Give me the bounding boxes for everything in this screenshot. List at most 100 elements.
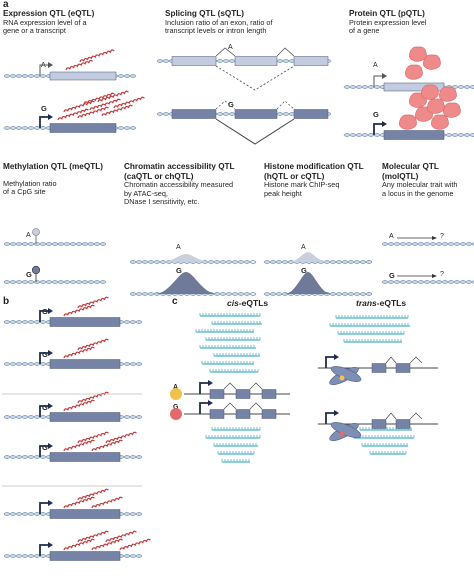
sqtl-g-exon3 (293, 109, 329, 119)
molqtl-desc-line2: a locus in the genome (382, 188, 454, 198)
b-row-3-rna-2 (91, 439, 123, 452)
trans-gene-1-tss-shaft (325, 412, 335, 424)
trans-gene-1-exon1 (371, 419, 387, 429)
eqtl-text: Expression QTL (eQTL) RNA expression lev… (3, 9, 94, 36)
b-row-3-rna-3 (105, 431, 137, 444)
caqtl-desc-line1: Chromatin accessibility measured (124, 180, 234, 189)
meqtl-g-methyl (31, 265, 41, 275)
trans-gene-1-exon2 (395, 419, 411, 429)
meqtl-allele-g: G (26, 270, 32, 279)
b-row-1-gene (49, 359, 121, 369)
cis-allele-a-label: A (173, 384, 179, 391)
hqtl-title-line2: (hQTL or cQTL) (264, 171, 325, 181)
cis-gene-1-tss-head (208, 400, 213, 406)
panel-c-label: c (172, 296, 178, 307)
sqtl-g-exon1 (171, 109, 217, 119)
cis-gene-1-exon2 (235, 409, 251, 419)
eqtl-g-rna-1 (63, 100, 95, 113)
pqtl-title: Protein QTL (pQTL) (349, 9, 425, 18)
pqtl-g-gene (383, 130, 445, 140)
molqtl-desc-line1: Any molecular trait with (382, 180, 458, 189)
b-row-1-tss-head (48, 350, 53, 356)
cis-allele-a-marker (170, 388, 182, 400)
b-row-0-tss-head (48, 308, 53, 314)
b-row-5-gene (49, 551, 121, 561)
sqtl-a-skip (215, 65, 295, 91)
trans-allele-1-marker (339, 431, 345, 437)
eqtl-a-tss-shaft (39, 64, 49, 76)
b-allele-g-4: G (42, 443, 48, 452)
b-row-4-tss-head (48, 500, 53, 506)
cis-allele-g-marker (170, 408, 182, 420)
pqtl-g-protein-7 (439, 86, 457, 102)
cis-gene-0-splice1 (223, 382, 237, 390)
pqtl-text: Protein QTL (pQTL) Protein expression le… (349, 9, 426, 36)
eqtl-a-rna-2 (79, 49, 115, 63)
eqtl-a-gene (49, 71, 117, 81)
hqtl-text: Histone modification QTL (hQTL or cQTL) … (264, 162, 364, 198)
hqtl-allele-g: G (301, 266, 307, 275)
cis-gene-0-tss-shaft (199, 382, 209, 394)
caqtl-g-peak (154, 272, 218, 294)
trans-gene-1-splice (385, 412, 397, 420)
hqtl-allele-a: A (301, 244, 306, 251)
pqtl-g-protein-5 (443, 102, 461, 118)
meqtl-text: Methylation QTL (meQTL) Methylation rati… (3, 162, 103, 197)
molqtl-g-arrowhead (432, 274, 437, 278)
b-allele-g-3: G (42, 403, 48, 412)
pqtl-a-protein-2 (423, 54, 441, 70)
sqtl-g-exon2 (234, 109, 278, 119)
cis-suffix: -eQTLs (238, 298, 269, 308)
cis-gene-0-exon3 (261, 389, 277, 399)
hqtl-desc-line2: peak height (264, 188, 302, 198)
eqtl-title: Expression QTL (eQTL) (3, 9, 95, 18)
trans-gene-0-splice2 (409, 356, 423, 364)
hqtl-a-peak (288, 252, 328, 262)
hqtl-a-dna-strand2 (263, 261, 373, 264)
sqtl-g-skip (215, 118, 295, 145)
eqtl-g-gene (49, 123, 117, 133)
cis-gene-0-exon2 (235, 389, 251, 399)
b-row-1-tss-shaft (39, 352, 49, 364)
meqtl-a-methyl (32, 228, 40, 236)
caqtl-allele-g: G (176, 266, 182, 275)
eqtl-g-rna-7 (83, 92, 115, 105)
b-row-5-rna-2 (91, 538, 123, 551)
pqtl-desc-line2: of a gene (349, 26, 380, 36)
pqtl-allele-a: A (373, 62, 378, 69)
sqtl-title: Splicing QTL (sQTL) (165, 9, 244, 18)
meqtl-title: Methylation QTL (meQTL) (3, 162, 103, 171)
meqtl-desc-line1: Methylation ratio (3, 178, 57, 188)
molqtl-allele-a: A (389, 233, 394, 240)
eqtl-allele-g: G (41, 104, 47, 113)
pqtl-g-tss-shaft (373, 123, 383, 135)
b-row-4-rna-2 (91, 496, 123, 509)
panel-b-label: b (3, 296, 10, 307)
b-row-1-rna-0 (63, 346, 95, 359)
eqtl-g-rna-0 (57, 108, 89, 121)
eqtl-a-rna-1 (65, 59, 94, 71)
b-row-0-gene (49, 317, 121, 327)
cis-gene-1-splice2 (249, 402, 263, 410)
cis-prefix: cis (227, 298, 239, 308)
b-row-3-gene (49, 452, 121, 462)
hqtl-desc-line1: Histone mark ChIP-seq (264, 180, 340, 189)
sqtl-a-splice-2 (276, 47, 295, 57)
b-row-0-tss-shaft (39, 310, 49, 322)
b-row-5-tss-shaft (39, 544, 49, 556)
pqtl-g-tss-head (382, 121, 387, 127)
sqtl-allele-a: A (228, 44, 233, 51)
b-row-4-tss-shaft (39, 502, 49, 514)
pqtl-a-protein-1 (405, 64, 423, 80)
eqtl-g-rna-2 (77, 106, 109, 119)
eqtl-g-rna-3 (89, 98, 121, 111)
trans-gene-0-exon2 (395, 363, 411, 373)
eqtl-g-tss-shaft (39, 116, 49, 128)
trans-gene-0-tss-head (334, 354, 339, 360)
pqtl-a-tss-shaft (373, 75, 383, 87)
pqtl-g-protein-4 (427, 98, 445, 114)
molqtl-a-arrowhead (432, 236, 437, 240)
cis-gene-1-exon1 (209, 409, 225, 419)
caqtl-text: Chromatin accessibility QTL (caQTL or ch… (124, 162, 235, 207)
b-row-0-rna-0 (63, 304, 95, 317)
